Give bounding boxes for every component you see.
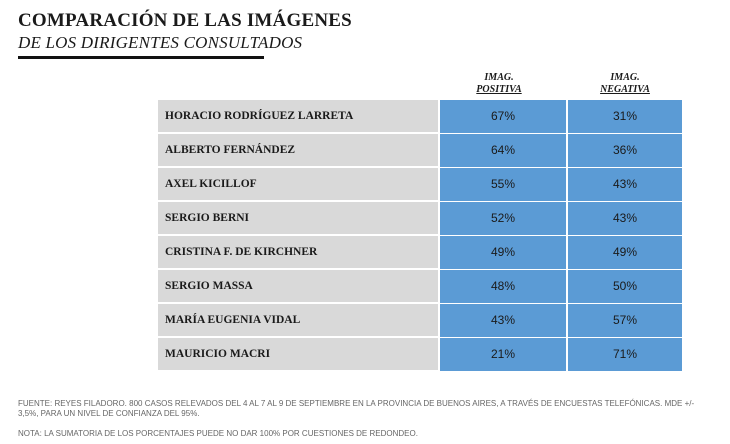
leader-name: ALBERTO FERNÁNDEZ <box>158 134 438 167</box>
negative-value: 49% <box>568 236 682 270</box>
positive-value: 43% <box>440 304 566 338</box>
negative-value: 71% <box>568 338 682 372</box>
rounding-note: NOTA: LA SUMATORIA DE LOS PORCENTAJES PU… <box>18 429 418 438</box>
leader-name: HORACIO RODRÍGUEZ LARRETA <box>158 100 438 133</box>
table-row: ALBERTO FERNÁNDEZ 64% 36% <box>158 134 682 168</box>
column-header-negative: IMAG. NEGATIVA <box>570 72 680 96</box>
positive-value: 52% <box>440 202 566 236</box>
positive-value: 48% <box>440 270 566 304</box>
page-subtitle: DE LOS DIRIGENTES CONSULTADOS <box>18 33 303 52</box>
table-row: SERGIO MASSA 48% 50% <box>158 270 682 304</box>
negative-value: 43% <box>568 168 682 202</box>
positive-value: 64% <box>440 134 566 168</box>
positive-value: 67% <box>440 100 566 134</box>
leader-name: MAURICIO MACRI <box>158 338 438 371</box>
table-row: SERGIO BERNI 52% 43% <box>158 202 682 236</box>
column-header-positive-line1: IMAG. <box>484 72 514 83</box>
table-row: AXEL KICILLOF 55% 43% <box>158 168 682 202</box>
title-underline <box>18 56 264 59</box>
positive-value: 21% <box>440 338 566 372</box>
positive-value: 49% <box>440 236 566 270</box>
column-header-positive: IMAG. POSITIVA <box>444 72 554 96</box>
column-header-positive-line2: POSITIVA <box>476 84 522 95</box>
table-row: MAURICIO MACRI 21% 71% <box>158 338 682 372</box>
negative-value: 50% <box>568 270 682 304</box>
negative-value: 43% <box>568 202 682 236</box>
image-comparison-table: HORACIO RODRÍGUEZ LARRETA 67% 31% ALBERT… <box>158 100 682 372</box>
negative-value: 57% <box>568 304 682 338</box>
column-header-negative-line1: IMAG. <box>610 72 640 83</box>
table-row: CRISTINA F. DE KIRCHNER 49% 49% <box>158 236 682 270</box>
negative-value: 36% <box>568 134 682 168</box>
positive-value: 55% <box>440 168 566 202</box>
source-note: FUENTE: REYES FILADORO. 800 CASOS RELEVA… <box>18 399 695 418</box>
leader-name: SERGIO BERNI <box>158 202 438 235</box>
table-row: HORACIO RODRÍGUEZ LARRETA 67% 31% <box>158 100 682 134</box>
leader-name: CRISTINA F. DE KIRCHNER <box>158 236 438 269</box>
page-title: COMPARACIÓN DE LAS IMÁGENES <box>18 10 352 31</box>
column-header-negative-line2: NEGATIVA <box>600 84 650 95</box>
negative-value: 31% <box>568 100 682 134</box>
leader-name: MARÍA EUGENIA VIDAL <box>158 304 438 337</box>
table-row: MARÍA EUGENIA VIDAL 43% 57% <box>158 304 682 338</box>
leader-name: SERGIO MASSA <box>158 270 438 303</box>
leader-name: AXEL KICILLOF <box>158 168 438 201</box>
